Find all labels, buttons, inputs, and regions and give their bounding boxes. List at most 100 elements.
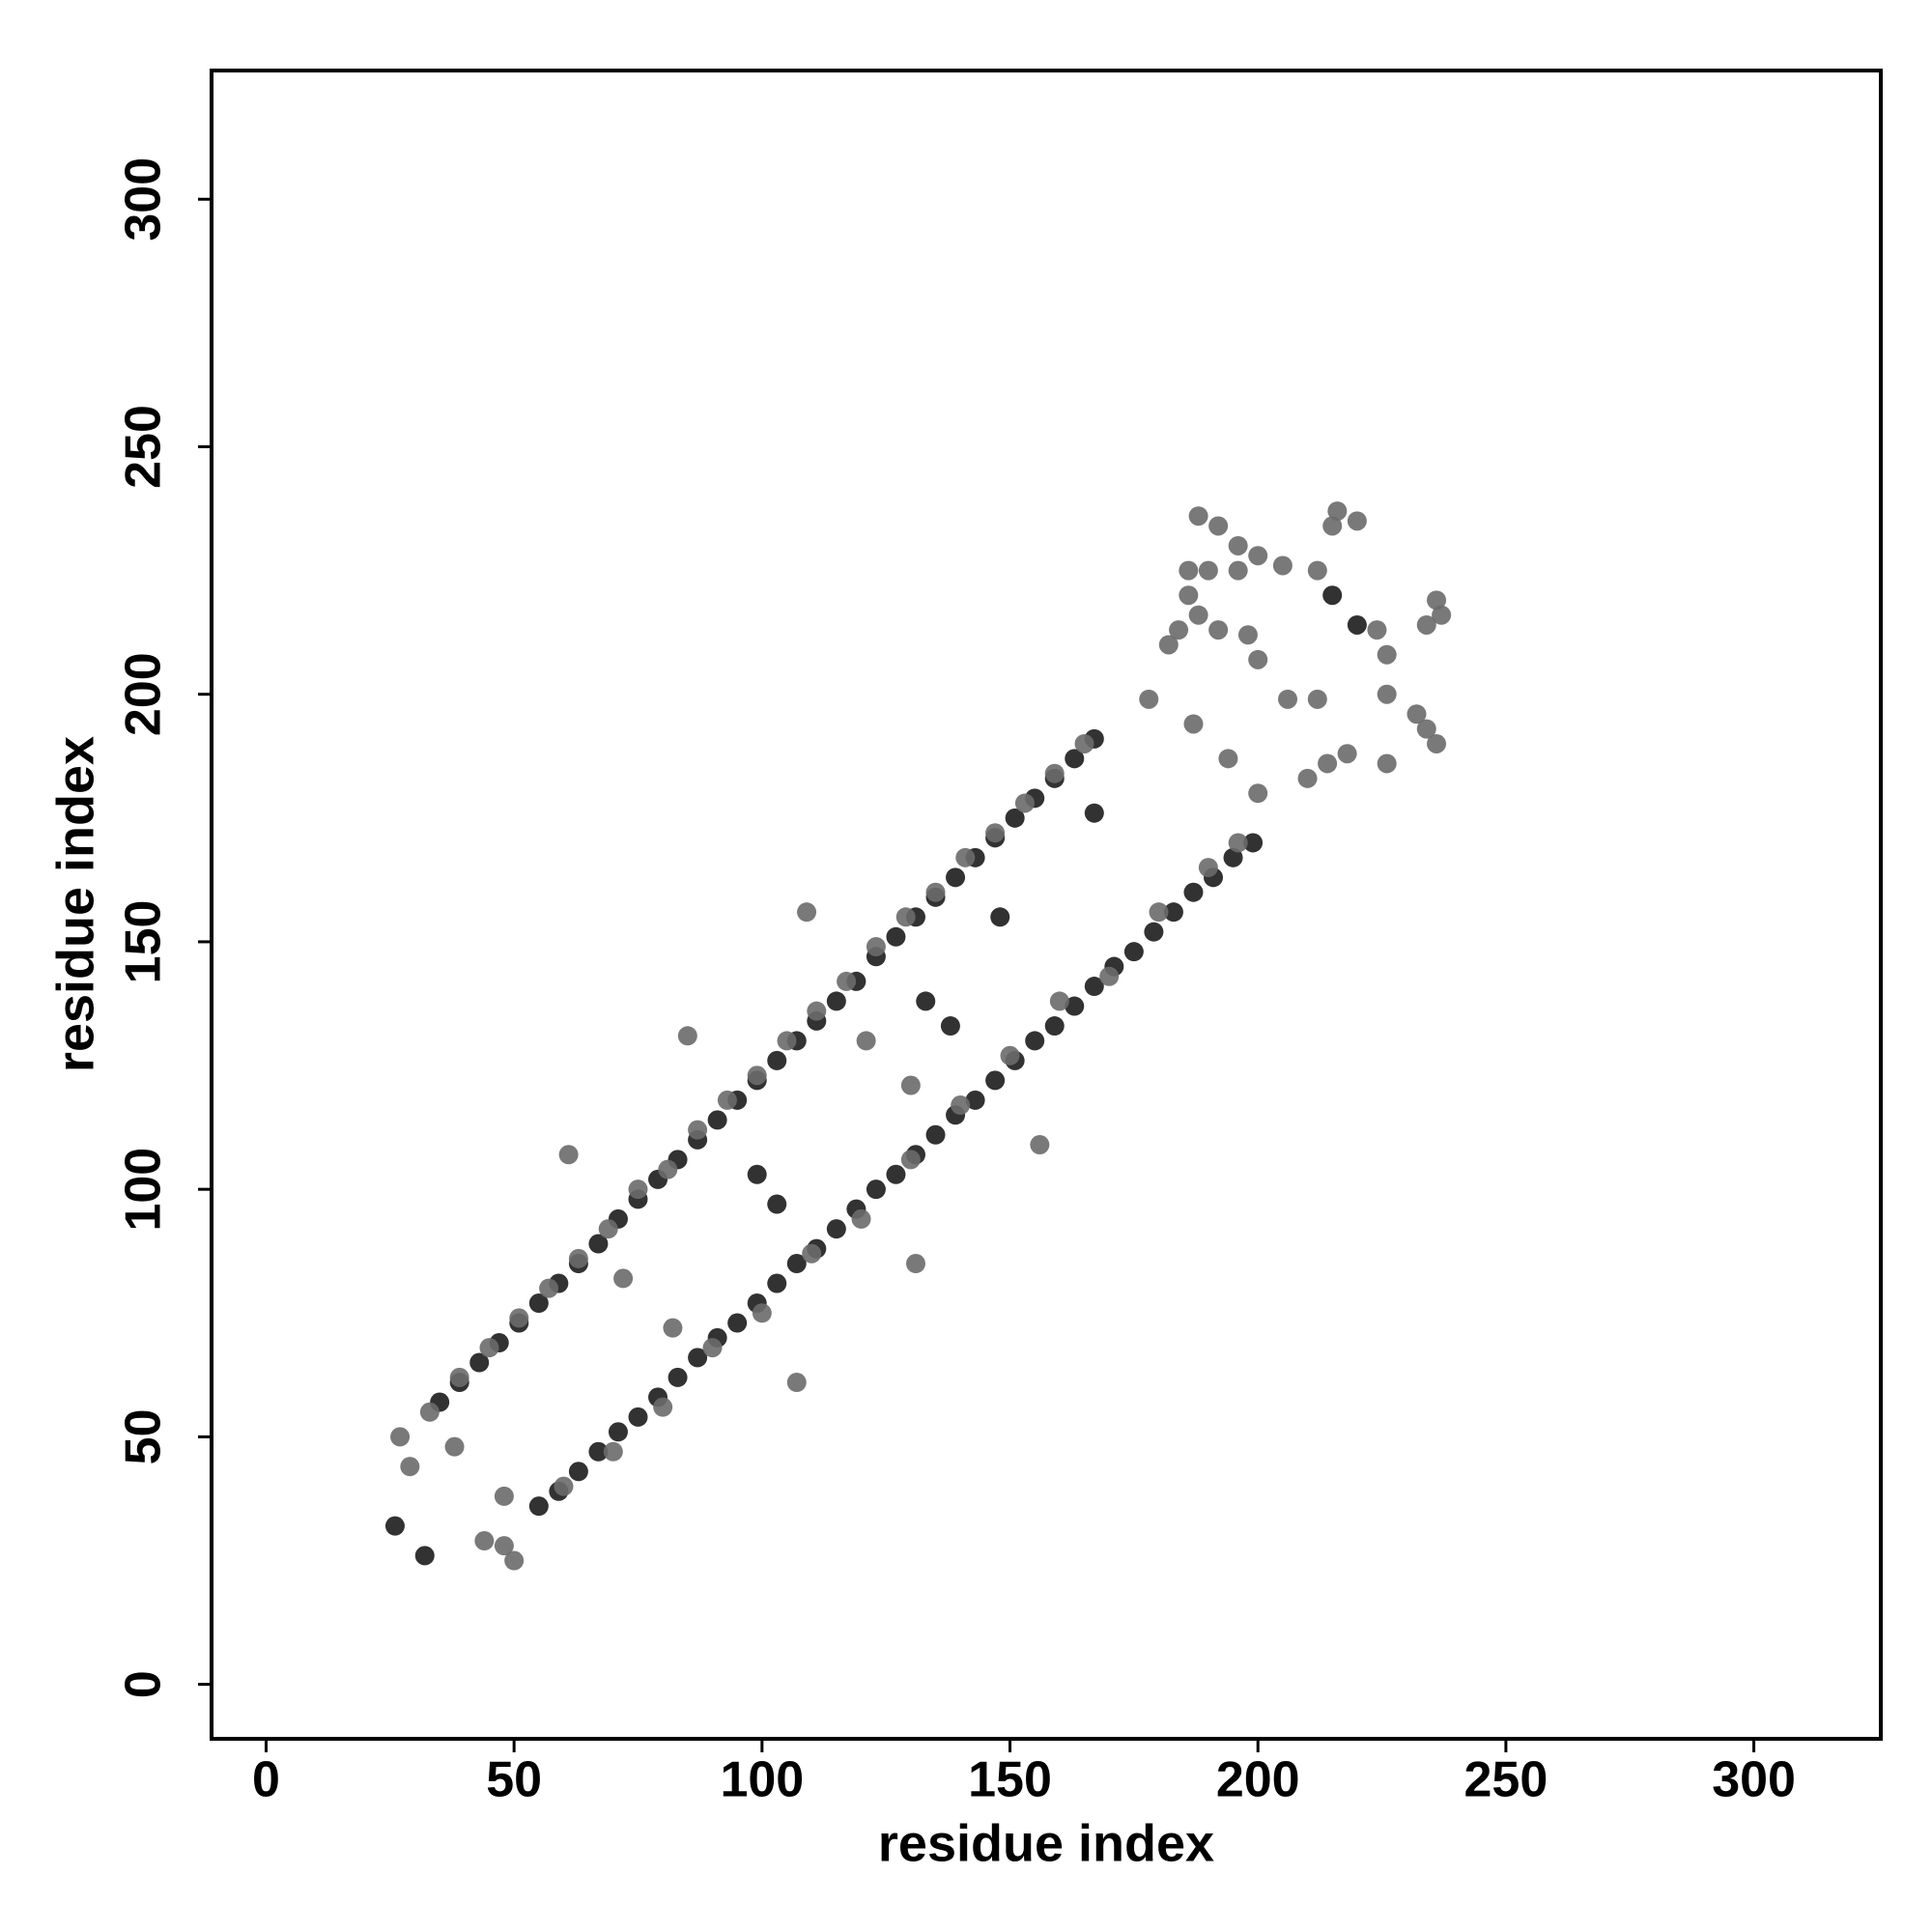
point bbox=[1406, 704, 1427, 724]
point bbox=[474, 1531, 495, 1551]
point bbox=[1149, 902, 1169, 923]
point bbox=[400, 1457, 420, 1477]
point bbox=[554, 1476, 574, 1496]
point bbox=[1183, 882, 1204, 902]
point bbox=[1337, 744, 1357, 764]
point bbox=[1014, 793, 1035, 813]
point bbox=[925, 1124, 946, 1145]
point bbox=[504, 1550, 525, 1571]
point bbox=[1318, 753, 1338, 774]
point bbox=[677, 1026, 697, 1046]
point bbox=[1243, 833, 1264, 853]
point bbox=[558, 1145, 579, 1165]
point bbox=[1025, 1031, 1045, 1051]
point bbox=[786, 1254, 807, 1274]
point bbox=[1228, 535, 1248, 555]
point bbox=[1000, 1045, 1020, 1065]
point bbox=[1327, 501, 1348, 522]
point bbox=[702, 1338, 723, 1358]
point bbox=[1248, 649, 1268, 669]
point bbox=[1183, 714, 1204, 734]
point bbox=[1208, 516, 1229, 536]
point bbox=[886, 1164, 906, 1184]
x-axis-title: residue index bbox=[878, 1814, 1214, 1872]
point bbox=[1188, 605, 1208, 625]
point bbox=[528, 1496, 549, 1517]
point bbox=[1377, 753, 1397, 774]
point bbox=[539, 1278, 559, 1298]
point bbox=[1237, 625, 1258, 645]
y-tick-label: 150 bbox=[116, 900, 172, 984]
point bbox=[1347, 511, 1367, 531]
point bbox=[1297, 768, 1318, 788]
point bbox=[807, 1001, 827, 1021]
point bbox=[985, 1070, 1006, 1091]
point bbox=[568, 1248, 588, 1268]
point bbox=[588, 1441, 609, 1462]
point bbox=[449, 1367, 469, 1387]
point bbox=[866, 1179, 886, 1200]
point bbox=[1049, 991, 1069, 1011]
point bbox=[767, 1050, 787, 1070]
point bbox=[747, 1065, 767, 1086]
point bbox=[1427, 590, 1447, 611]
point bbox=[826, 1219, 846, 1239]
point bbox=[598, 1219, 618, 1239]
point bbox=[955, 847, 976, 867]
point bbox=[628, 1179, 648, 1200]
point bbox=[390, 1427, 411, 1447]
point bbox=[1307, 560, 1327, 581]
x-tick-label: 200 bbox=[1216, 1752, 1300, 1808]
y-axis-title: residue index bbox=[46, 736, 104, 1072]
point bbox=[1188, 506, 1208, 526]
point bbox=[1248, 783, 1268, 804]
point bbox=[886, 926, 906, 947]
point bbox=[568, 1462, 588, 1482]
point bbox=[1416, 614, 1436, 635]
point bbox=[1228, 833, 1248, 853]
point bbox=[707, 1110, 727, 1130]
point bbox=[895, 907, 916, 927]
point bbox=[1030, 1135, 1050, 1155]
point bbox=[1377, 684, 1397, 704]
x-tick-label: 150 bbox=[968, 1752, 1052, 1808]
point bbox=[603, 1441, 623, 1462]
y-tick-label: 0 bbox=[116, 1670, 172, 1698]
point bbox=[658, 1159, 678, 1179]
point bbox=[965, 1090, 985, 1110]
x-tick-label: 250 bbox=[1464, 1752, 1548, 1808]
point bbox=[752, 1303, 772, 1323]
point bbox=[1228, 560, 1248, 581]
point bbox=[1427, 733, 1447, 753]
point bbox=[628, 1406, 648, 1427]
x-tick-label: 100 bbox=[720, 1752, 804, 1808]
point bbox=[866, 937, 886, 957]
point bbox=[837, 971, 857, 991]
point bbox=[613, 1268, 634, 1289]
y-tick-label: 250 bbox=[116, 405, 172, 489]
point bbox=[479, 1338, 499, 1358]
y-tick-label: 100 bbox=[116, 1148, 172, 1232]
point bbox=[1198, 858, 1218, 878]
point bbox=[1347, 614, 1367, 635]
x-tick-label: 0 bbox=[252, 1752, 280, 1808]
point bbox=[1322, 516, 1343, 536]
point bbox=[1158, 635, 1179, 655]
x-tick-label: 50 bbox=[486, 1752, 542, 1808]
point bbox=[851, 1208, 871, 1229]
point bbox=[1278, 689, 1298, 709]
point bbox=[1218, 749, 1238, 769]
point bbox=[1084, 977, 1104, 997]
point bbox=[1367, 620, 1387, 640]
point bbox=[946, 867, 966, 888]
point bbox=[608, 1422, 628, 1442]
point bbox=[925, 882, 946, 902]
point bbox=[494, 1486, 514, 1506]
point bbox=[777, 1031, 797, 1051]
point bbox=[951, 1095, 971, 1116]
point bbox=[1416, 719, 1436, 739]
point bbox=[802, 1243, 822, 1264]
y-tick-label: 50 bbox=[116, 1408, 172, 1464]
point bbox=[900, 1150, 921, 1170]
